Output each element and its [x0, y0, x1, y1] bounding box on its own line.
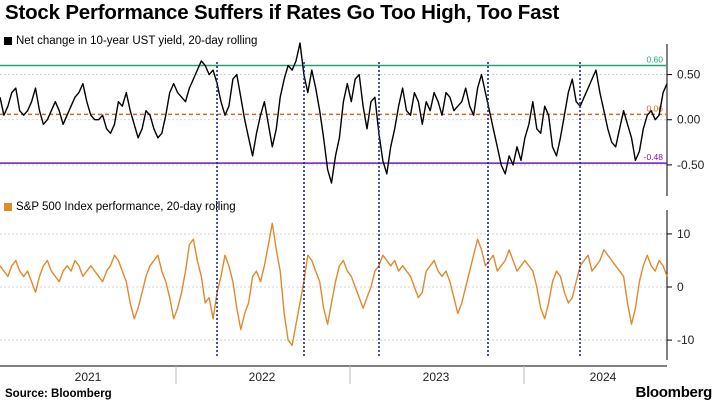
yield-series-line: [0, 42, 668, 184]
y-tick-label: -0.50: [677, 158, 705, 172]
reference-line-label: -0.48: [644, 152, 664, 162]
legend-swatch-sp500: [4, 203, 12, 211]
chart-title: Stock Performance Suffers if Rates Go To…: [5, 1, 560, 24]
x-tick-label: 2024: [590, 370, 617, 384]
legend-label-yield: Net change in 10-year UST yield, 20-day …: [16, 35, 258, 47]
y-tick-label: 0.50: [677, 68, 701, 82]
x-tick-label: 2022: [249, 370, 276, 384]
legend-label-sp500: S&P 500 Index performance, 20-day rollin…: [16, 201, 236, 213]
x-tick-label: 2023: [423, 370, 450, 384]
y-tick-label: 10: [677, 227, 691, 241]
y-tick-label: -10: [677, 333, 695, 347]
legend-yield: Net change in 10-year UST yield, 20-day …: [4, 35, 257, 47]
y-tick-label: 0: [677, 280, 684, 294]
sp500-series-line: [0, 222, 668, 347]
brand-logo: Bloomberg: [635, 384, 713, 401]
legend-sp500: S&P 500 Index performance, 20-day rollin…: [4, 201, 236, 213]
x-tick-label: 2021: [75, 370, 102, 384]
y-tick-label: 0.00: [677, 113, 701, 127]
legend-swatch-yield: [4, 37, 12, 45]
reference-line-label: 0.60: [646, 55, 663, 65]
reference-line-label: 0.06: [646, 103, 663, 113]
source-note: Source: Bloomberg: [5, 388, 112, 400]
